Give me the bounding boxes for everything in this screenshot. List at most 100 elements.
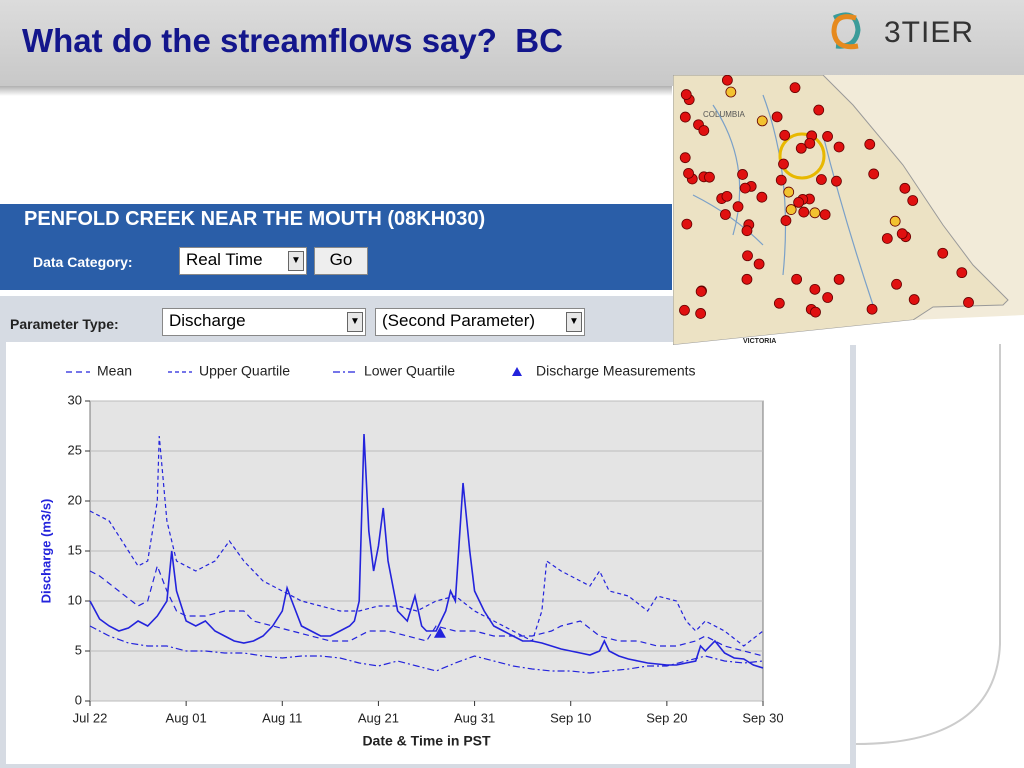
map-station <box>822 292 834 303</box>
x-tick-label: Jul 22 <box>73 710 108 725</box>
map-station <box>737 169 748 180</box>
map-station <box>783 186 795 198</box>
y-tick-label: 10 <box>68 592 82 607</box>
map-station <box>721 190 733 202</box>
map-outside <box>673 315 1024 345</box>
second-parameter-select[interactable]: (Second Parameter) ▼ <box>375 308 585 336</box>
map-station <box>756 115 768 127</box>
map-station <box>698 125 710 136</box>
map-station <box>833 141 845 153</box>
series-line <box>89 433 764 669</box>
map-station <box>741 273 753 285</box>
x-tick-label: Aug 21 <box>358 710 399 725</box>
map-station <box>695 286 707 297</box>
map-station <box>779 129 791 141</box>
map-station <box>868 168 880 180</box>
map-station <box>816 174 827 185</box>
x-axis-label: Date & Time in PST <box>362 733 491 749</box>
legend-label: Upper Quartile <box>199 363 290 379</box>
map: COLUMBIA VICTORIA <box>673 75 1024 345</box>
x-tick-label: Aug 11 <box>262 710 302 725</box>
map-station <box>681 218 693 230</box>
parameter-select[interactable]: Discharge ▼ <box>162 308 366 336</box>
map-station <box>679 304 690 316</box>
map-station <box>683 167 694 179</box>
go-button[interactable]: Go <box>314 247 368 275</box>
map-station <box>833 273 845 285</box>
map-station <box>956 267 968 279</box>
map-station <box>831 175 842 187</box>
map-station <box>732 201 744 213</box>
category-select[interactable]: Real Time ▼ <box>179 247 307 275</box>
series-line <box>89 564 764 657</box>
map-station <box>680 89 692 100</box>
x-tick-label: Sep 30 <box>742 710 783 725</box>
map-station <box>742 250 753 262</box>
parameter-value: Discharge <box>169 311 246 330</box>
legend-swatch <box>512 367 522 376</box>
map-station <box>798 206 810 218</box>
map-station <box>899 182 911 194</box>
map-station <box>891 278 902 290</box>
y-tick-label: 5 <box>75 642 82 657</box>
y-tick-label: 30 <box>68 392 82 407</box>
header-shadow <box>0 86 672 96</box>
y-tick-label: 20 <box>68 492 82 507</box>
map-station <box>896 228 908 240</box>
map-station <box>756 191 768 203</box>
map-station <box>739 182 751 194</box>
map-station <box>804 137 816 149</box>
legend-label: Discharge Measurements <box>536 363 696 379</box>
measurement-marker <box>433 627 446 638</box>
second-parameter-value: (Second Parameter) <box>382 311 536 330</box>
map-station <box>810 306 821 318</box>
y-axis-label: Discharge (m3/s) <box>38 499 53 604</box>
map-station <box>963 297 974 308</box>
map-station <box>809 283 821 295</box>
map-label: COLUMBIA <box>703 110 745 119</box>
dropdown-arrow: ▼ <box>347 312 363 332</box>
map-station <box>809 207 821 219</box>
map-station <box>780 215 792 226</box>
map-station <box>741 225 753 237</box>
map-station <box>813 104 825 116</box>
y-tick-label: 25 <box>68 442 82 457</box>
map-station <box>775 174 787 186</box>
x-tick-label: Aug 31 <box>454 710 495 725</box>
slide-title: What do the streamflows say? BC <box>22 22 563 59</box>
map-label: VICTORIA <box>743 338 776 345</box>
map-station <box>771 111 783 123</box>
map-station <box>719 209 731 220</box>
y-tick-label: 15 <box>68 542 82 557</box>
map-station <box>789 82 801 94</box>
map-station <box>793 196 805 208</box>
category-label: Data Category: <box>33 254 133 270</box>
category-value: Real Time <box>186 250 263 269</box>
map-station <box>907 195 919 206</box>
map-station <box>704 171 715 183</box>
map-station <box>725 86 737 98</box>
map-station <box>866 303 878 315</box>
map-highlight <box>778 132 826 180</box>
map-land <box>673 75 1009 345</box>
logo-icon <box>831 12 861 50</box>
map-station <box>819 209 831 220</box>
legend-label: Mean <box>97 363 132 379</box>
map-station <box>864 138 876 150</box>
map-station <box>778 158 789 170</box>
map-station <box>791 273 803 285</box>
map-station <box>785 204 797 215</box>
map-station <box>822 131 833 142</box>
map-station <box>889 215 901 227</box>
x-tick-label: Sep 10 <box>550 710 591 725</box>
map-station <box>881 233 893 244</box>
map-station <box>695 308 707 319</box>
station-title: PENFOLD CREEK NEAR THE MOUTH (08KH030) <box>24 208 486 230</box>
dropdown-arrow: ▼ <box>566 312 582 332</box>
parameter-label: Parameter Type: <box>10 316 119 332</box>
decor-curve <box>856 344 1001 745</box>
chart: 0 5 10 15 20 25 30 Jul 22 Aug 01 Aug 11 Aug 21 Aug … <box>38 363 783 749</box>
x-tick-label: Sep 20 <box>646 710 687 725</box>
y-tick-label: 0 <box>75 692 82 707</box>
